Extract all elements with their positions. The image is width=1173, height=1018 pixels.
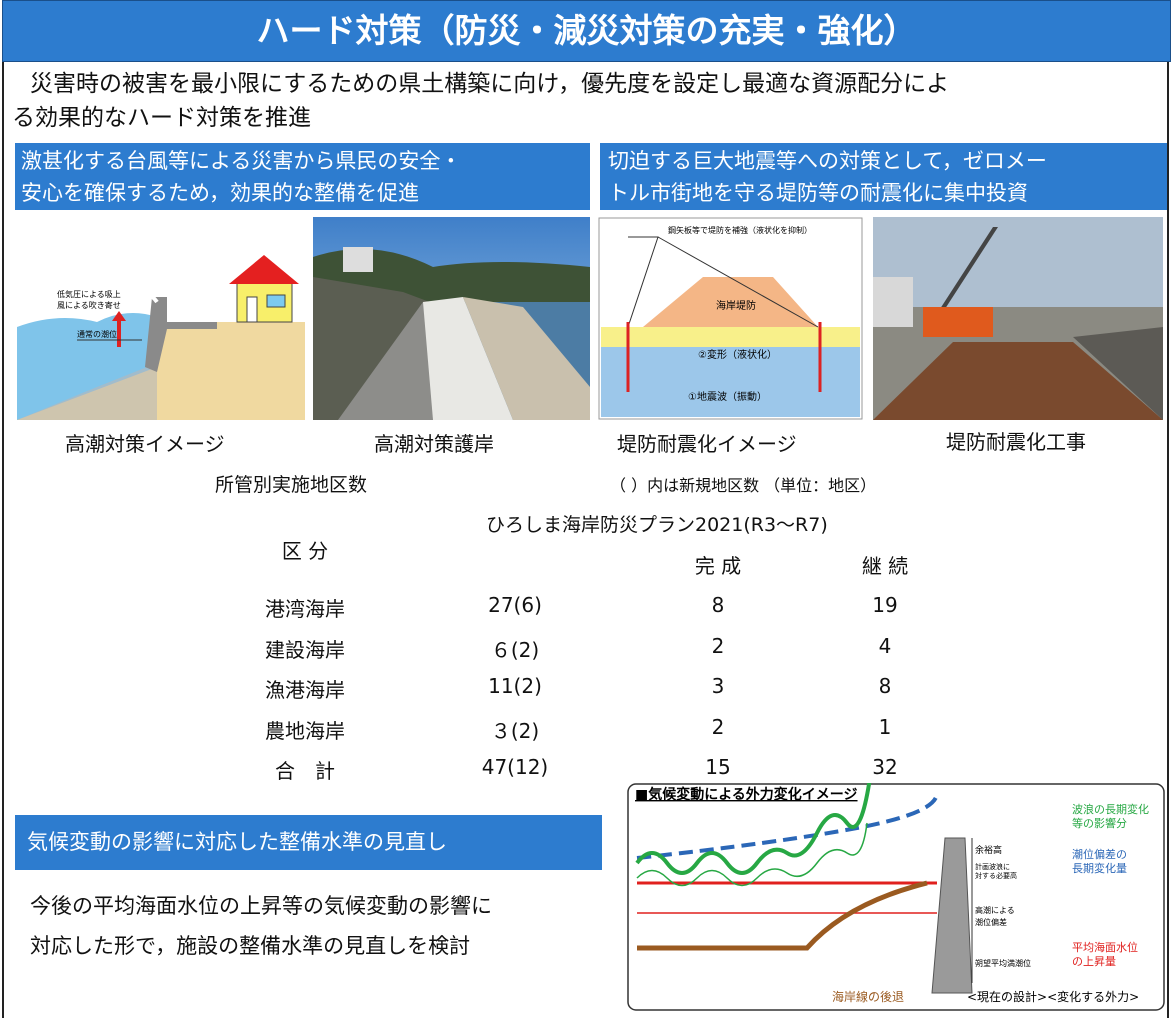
table-plan: ひろしま海岸防災プラン2021(R3〜R7) bbox=[486, 514, 828, 536]
diagram-label: 風による吹き寄せ bbox=[57, 300, 121, 310]
climate-text: 今後の平均海面水位の上昇等の気候変動の影響に 対応した形で，施設の整備水準の見直… bbox=[30, 886, 492, 966]
heading-line: 激甚化する台風等による災害から県民の安全・ bbox=[21, 149, 462, 173]
diagram-label: 潮位偏差 bbox=[975, 917, 1007, 927]
climate-diagram: ■気候変動による外力変化イメージ 余裕高 計画波浪に 対する必要高 高潮による … bbox=[627, 783, 1165, 1011]
image-caption: 高潮対策護岸 bbox=[374, 432, 494, 456]
diagram-label: 平均海面水位 bbox=[1072, 940, 1138, 954]
seawall-photo bbox=[313, 217, 590, 420]
diagram-label: 海岸堤防 bbox=[716, 299, 756, 312]
storm-surge-diagram: 低気圧による吸上 風による吹き寄せ 通常の潮位 bbox=[17, 217, 305, 420]
table-cell: 3 bbox=[711, 674, 725, 698]
table-cell: 8 bbox=[711, 593, 725, 617]
intro-line: 災害時の被害を最小限にするための県土構築に向け，優先度を設定し最適な資源配分によ bbox=[30, 71, 950, 97]
diagram-label: 余裕高 bbox=[975, 844, 1002, 856]
climate-heading: 気候変動の影響に対応した整備水準の見直し bbox=[15, 815, 602, 870]
panel-heading: 激甚化する台風等による災害から県民の安全・ 安心を確保するため，効果的な整備を促… bbox=[15, 143, 590, 210]
image-caption: 高潮対策イメージ bbox=[65, 432, 225, 456]
table-cell: 2 bbox=[711, 633, 725, 658]
table-cell: 15 bbox=[705, 755, 731, 779]
seismic-diagram: 鋼矢板等で堤防を補強（液状化を抑制） 海岸堤防 ②変形（液状化） ①地震波（振動… bbox=[598, 217, 863, 420]
table-cell: 11(2) bbox=[488, 674, 542, 698]
intro-line: る効果的なハード対策を推進 bbox=[12, 105, 311, 131]
table-cell: 19 bbox=[872, 593, 898, 617]
table-cell: 27(6) bbox=[488, 593, 542, 617]
table-cell: 32 bbox=[872, 755, 898, 779]
table-cell: 2 bbox=[711, 714, 725, 739]
diagram-label: 鋼矢板等で堤防を補強（液状化を抑制） bbox=[668, 225, 812, 235]
diagram-label: 潮位偏差の bbox=[1072, 847, 1127, 861]
image-caption: 堤防耐震化イメージ bbox=[617, 432, 797, 456]
row-label: 港湾海岸 bbox=[265, 597, 345, 621]
diagram-label: <現在の設計><変化する外力> bbox=[967, 989, 1139, 1004]
row-label: 建設海岸 bbox=[265, 637, 345, 662]
row-label: 農地海岸 bbox=[265, 718, 345, 743]
intro: 災害時の被害を最小限にするための県土構築に向け，優先度を設定し最適な資源配分によ… bbox=[12, 67, 950, 135]
column-header: 区 分 bbox=[281, 539, 329, 563]
panel-heading: 切迫する巨大地震等への対策として，ゼロメー トル市街地を守る堤防等の耐震化に集中… bbox=[600, 143, 1167, 210]
diagram-label: 通常の潮位 bbox=[77, 329, 117, 339]
table-cell: 1 bbox=[878, 714, 892, 739]
heading-line: トル市街地を守る堤防等の耐震化に集中投資 bbox=[608, 181, 1028, 205]
table-note: （ ）内は新規地区数 （単位：地区） bbox=[610, 476, 877, 495]
diagram-label: 高潮による bbox=[975, 905, 1015, 915]
diagram-label: ①地震波（振動） bbox=[688, 390, 767, 403]
diagram-label: の上昇量 bbox=[1072, 955, 1116, 968]
diagram-label: 波浪の長期変化 bbox=[1072, 802, 1149, 816]
construction-photo bbox=[873, 217, 1163, 420]
text-line: 今後の平均海面水位の上昇等の気候変動の影響に bbox=[30, 894, 492, 918]
table-title: 所管別実施地区数 bbox=[215, 474, 368, 496]
diagram-label: 低気圧による吸上 bbox=[57, 289, 121, 299]
table-cell: 47(12) bbox=[481, 755, 549, 779]
diagram-label: 対する必要高 bbox=[975, 871, 1017, 880]
table-cell: ６(2) bbox=[490, 637, 540, 662]
diagram-label: 海岸線の後退 bbox=[832, 989, 904, 1004]
table-cell: 8 bbox=[878, 674, 892, 698]
title-bar: ハード対策（防災・減災対策の充実・強化） bbox=[2, 0, 1171, 62]
image-caption: 堤防耐震化工事 bbox=[946, 430, 1086, 454]
diagram-title: ■気候変動による外力変化イメージ bbox=[635, 786, 858, 803]
diagram-label: 計画波浪に bbox=[975, 862, 1010, 871]
column-header: 完 成 bbox=[694, 554, 742, 578]
diagram-label: ②変形（液状化） bbox=[698, 348, 777, 361]
table-cell: 4 bbox=[878, 633, 892, 658]
diagram-label: 等の影響分 bbox=[1072, 816, 1127, 830]
page-title: ハード対策（防災・減災対策の充実・強化） bbox=[256, 11, 917, 50]
heading-line: 切迫する巨大地震等への対策として，ゼロメー bbox=[608, 149, 1047, 173]
diagram-label: 朔望平均満潮位 bbox=[975, 958, 1031, 968]
row-label: 合 計 bbox=[275, 759, 335, 783]
table-cell: ３(2) bbox=[490, 718, 540, 743]
column-header: 継 続 bbox=[861, 554, 909, 578]
heading-line: 安心を確保するため，効果的な整備を促進 bbox=[21, 181, 419, 205]
text-line: 対応した形で，施設の整備水準の見直しを検討 bbox=[30, 934, 471, 958]
diagram-label: 長期変化量 bbox=[1072, 861, 1127, 875]
row-label: 漁港海岸 bbox=[265, 678, 345, 702]
